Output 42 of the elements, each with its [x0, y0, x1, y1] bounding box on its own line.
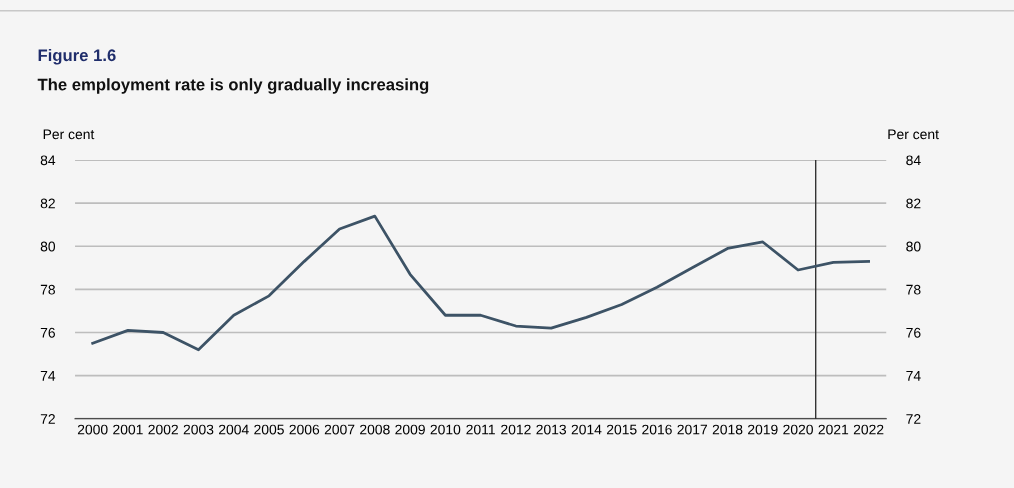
x-tick-label: 2011	[466, 424, 495, 435]
y2-tick-label: 84	[906, 155, 921, 166]
x-tick-label: 2008	[360, 424, 390, 435]
y2-tick-label: 80	[906, 241, 921, 252]
y2-tick-label: 78	[906, 284, 921, 295]
y-tick-label: 76	[40, 327, 55, 338]
x-tick-label: 2012	[501, 424, 531, 435]
chart-title: Figure 1.6	[38, 48, 116, 65]
y2-tick-label: 82	[906, 198, 921, 209]
x-tick-label: 2019	[748, 424, 778, 435]
x-tick-label: 2009	[395, 424, 425, 435]
x-tick-label: 2022	[853, 424, 884, 435]
x-tick-label: 2014	[571, 424, 602, 435]
x-tick-label: 2001	[113, 424, 143, 435]
x-tick-label: 2018	[712, 424, 743, 435]
y-tick-label: 78	[40, 284, 55, 295]
chart-subtitle: The employment rate is only gradually increasing	[37, 78, 429, 94]
x-tick-label: 2002	[148, 424, 178, 435]
x-tick-label: 2015	[606, 424, 637, 435]
y-tick-label: 84	[40, 155, 56, 166]
x-tick-label: 2006	[289, 424, 320, 435]
x-tick-label: 2010	[430, 424, 461, 435]
x-tick-label: 2020	[783, 424, 813, 435]
x-tick-label: 2007	[324, 424, 355, 435]
x-tick-label: 2021	[818, 424, 849, 435]
y-tick-label: 82	[40, 198, 55, 209]
y2-axis-title: Per cent	[888, 129, 939, 140]
y2-tick-label: 76	[906, 327, 921, 338]
x-tick-label: 2003	[183, 424, 214, 435]
x-tick-label: 2005	[254, 424, 284, 435]
y-tick-label: 80	[40, 241, 56, 252]
y-tick-label: 72	[40, 414, 55, 424]
y2-tick-label: 74	[906, 371, 921, 381]
y2-tick-label: 72	[906, 414, 921, 424]
x-tick-label: 2017	[677, 424, 708, 435]
y-axis-title: Per cent	[43, 129, 95, 140]
x-tick-label: 2000	[77, 424, 108, 435]
line-series	[91, 214, 870, 352]
y-tick-label: 74	[40, 371, 56, 381]
x-tick-label: 2016	[642, 424, 672, 435]
x-tick-label: 2013	[536, 424, 567, 435]
x-tick-label: 2004	[219, 424, 249, 435]
